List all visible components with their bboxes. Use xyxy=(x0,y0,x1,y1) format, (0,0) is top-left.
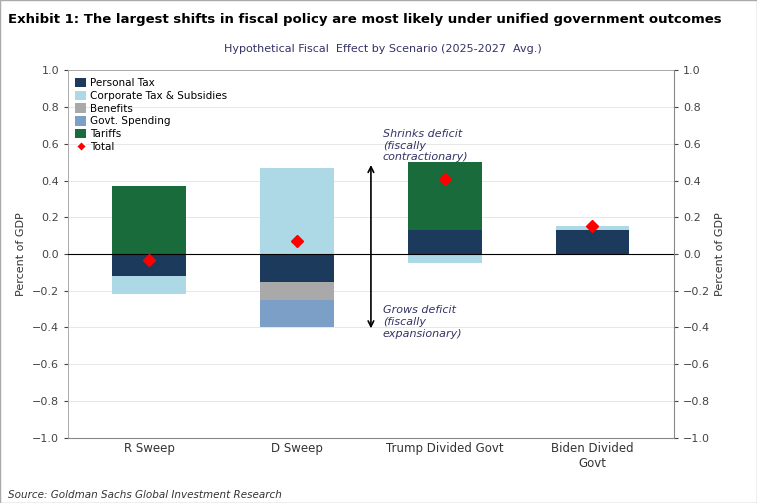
Text: Hypothetical Fiscal  Effect by Scenario (2025-2027  Avg.): Hypothetical Fiscal Effect by Scenario (… xyxy=(224,44,542,54)
Bar xyxy=(556,230,629,254)
Y-axis label: Percent of GDP: Percent of GDP xyxy=(715,212,725,296)
Bar xyxy=(260,300,334,327)
Bar xyxy=(556,226,629,230)
Bar xyxy=(408,254,481,263)
Bar xyxy=(408,230,481,254)
Text: Source: Goldman Sachs Global Investment Research: Source: Goldman Sachs Global Investment … xyxy=(8,490,282,500)
Text: Exhibit 1: The largest shifts in fiscal policy are most likely under unified gov: Exhibit 1: The largest shifts in fiscal … xyxy=(8,13,721,26)
Bar xyxy=(408,162,481,230)
Text: Shrinks deficit
(fiscally
contractionary): Shrinks deficit (fiscally contractionary… xyxy=(383,129,469,162)
Bar xyxy=(260,282,334,300)
Bar xyxy=(260,167,334,254)
Y-axis label: Percent of GDP: Percent of GDP xyxy=(17,212,26,296)
Text: Grows deficit
(fiscally
expansionary): Grows deficit (fiscally expansionary) xyxy=(383,305,463,339)
Bar xyxy=(113,254,186,276)
Bar xyxy=(113,186,186,254)
Bar xyxy=(113,276,186,294)
Bar xyxy=(260,254,334,282)
Legend: Personal Tax, Corporate Tax & Subsidies, Benefits, Govt. Spending, Tariffs, Tota: Personal Tax, Corporate Tax & Subsidies,… xyxy=(73,75,229,154)
